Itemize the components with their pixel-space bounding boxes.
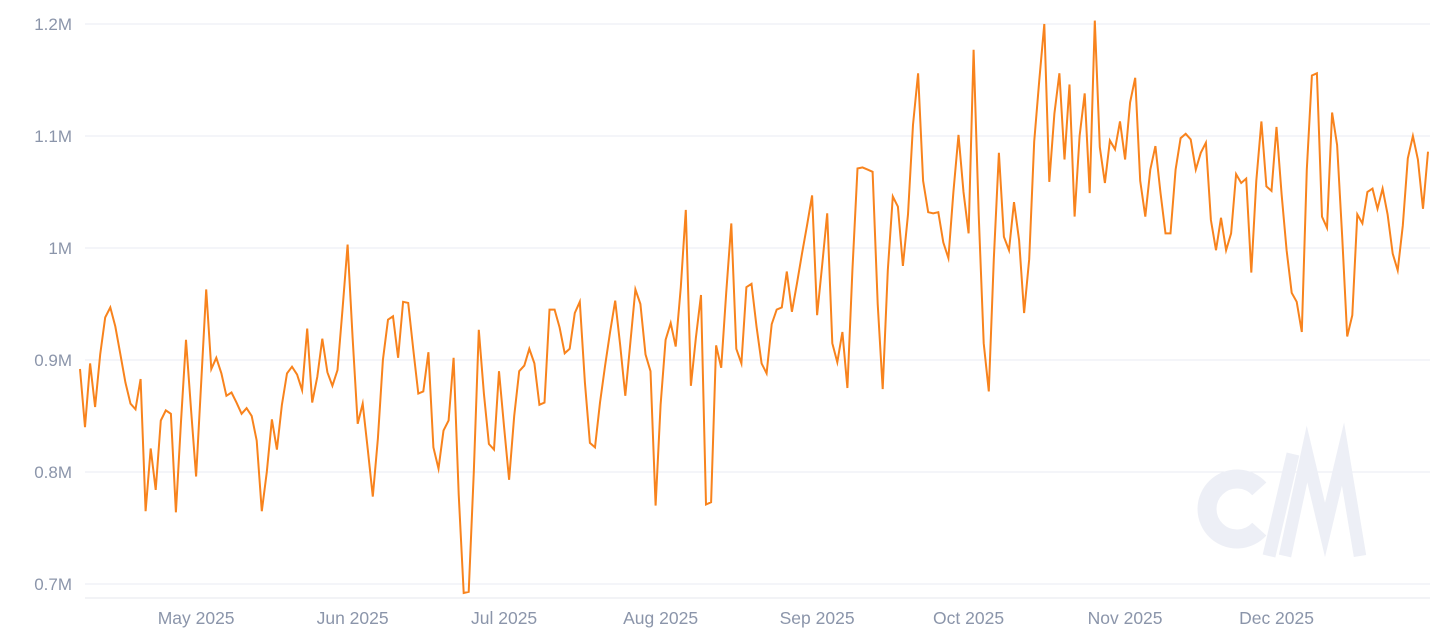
y-axis-tick-label: 0.9M (34, 351, 72, 370)
y-axis-tick-label: 1.1M (34, 127, 72, 146)
gridlines (85, 23, 1430, 599)
y-axis-tick-label: 1.2M (34, 15, 72, 34)
plot-area[interactable] (79, 20, 1429, 595)
data-series-line[interactable] (79, 20, 1429, 595)
x-axis-tick-label: Jul 2025 (471, 608, 537, 628)
x-axis-tick-label: May 2025 (158, 608, 235, 628)
y-axis-tick-label: 0.8M (34, 463, 72, 482)
y-axis-tick-label: 1M (48, 239, 72, 258)
watermark-slash-glyph (1262, 452, 1300, 558)
x-axis-tick-label: Oct 2025 (933, 608, 1004, 628)
watermark-m-glyph (1278, 422, 1367, 558)
x-axis-labels: May 2025 Jun 2025 Jul 2025 Aug 2025 Sep 2025… (158, 608, 1314, 628)
watermark-c-glyph (1197, 469, 1267, 549)
x-axis-tick-label: Jun 2025 (317, 608, 389, 628)
x-axis-tick-label: Aug 2025 (623, 608, 698, 628)
y-axis-tick-label: 0.7M (34, 575, 72, 594)
x-axis-tick-label: Dec 2025 (1239, 608, 1314, 628)
coinmetrics-watermark-logo (1197, 422, 1367, 558)
y-axis-labels: 1.2M 1.1M 1M 0.9M 0.8M 0.7M (34, 15, 72, 594)
x-axis-tick-label: Nov 2025 (1088, 608, 1163, 628)
x-axis-tick-label: Sep 2025 (780, 608, 855, 628)
